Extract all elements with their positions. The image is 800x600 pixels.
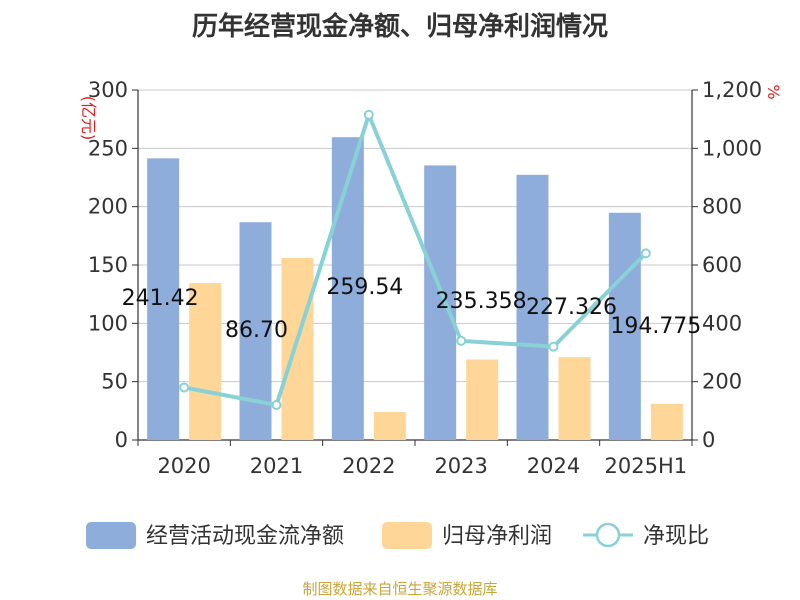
axes: 0 50 100 150 200 250 300 0 200 400 600 800 1,000 1,20…: [79, 78, 783, 478]
right-tick-label: 1,200: [702, 78, 762, 102]
bar-net-profit: [281, 258, 314, 440]
left-tick-label: 50: [101, 370, 128, 394]
source-note: 制图数据来自恒生聚源数据库: [302, 580, 498, 598]
gridlines: [138, 89, 692, 383]
x-tick-label: 2024: [527, 454, 580, 478]
legend-label: 归母净利润: [442, 524, 552, 549]
right-tick-label: 1,000: [702, 136, 762, 160]
x-tick-label: 2023: [434, 454, 487, 478]
data-label: 194.775: [610, 314, 701, 339]
x-tick-label: 2022: [342, 454, 395, 478]
data-label: 227.326: [526, 295, 617, 320]
bar-net-profit: [650, 403, 683, 440]
right-tick-label: 600: [702, 253, 742, 277]
x-tick-label: 2021: [250, 454, 303, 478]
ratio-line: [179, 109, 651, 410]
bars: [147, 137, 683, 441]
data-label: 86.70: [225, 318, 288, 343]
bar-operating-cash-flow: [424, 165, 457, 441]
legend-swatch: [86, 522, 136, 549]
legend-swatch: [382, 522, 432, 549]
left-unit-label: (亿元): [79, 96, 98, 141]
bar-operating-cash-flow: [147, 158, 180, 441]
data-label: 259.54: [326, 275, 403, 300]
left-tick-label: 300: [88, 78, 128, 102]
ratio-line-path: [183, 112, 648, 407]
ratio-point: [363, 109, 374, 120]
ratio-point: [548, 341, 559, 352]
left-tick-label: 250: [88, 136, 128, 160]
right-tick-label: 800: [702, 195, 742, 219]
bar-net-profit: [466, 359, 499, 440]
right-tick-label: 0: [702, 428, 715, 452]
legend-label: 净现比: [643, 524, 709, 549]
left-tick-label: 100: [88, 311, 128, 335]
left-tick-label: 0: [115, 428, 128, 452]
chart-title: 历年经营现金净额、归母净利润情况: [191, 12, 608, 42]
left-tick-label: 150: [88, 253, 128, 277]
x-tick-label: 2020: [157, 454, 210, 478]
bar-net-profit: [189, 283, 222, 440]
ratio-point: [640, 248, 651, 259]
bar-net-profit: [373, 412, 406, 440]
ratio-point: [456, 335, 467, 346]
x-tick-label: 2025H1: [605, 454, 688, 478]
legend-marker: [595, 522, 621, 548]
right-tick-label: 400: [702, 311, 742, 335]
data-label: 235.358: [436, 289, 527, 314]
data-label: 241.42: [122, 286, 199, 311]
right-unit-label: %: [764, 84, 783, 99]
left-tick-label: 200: [88, 195, 128, 219]
bar-operating-cash-flow: [331, 137, 364, 440]
legend: 经营活动现金流净额 归母净利润 净现比: [86, 522, 709, 549]
ratio-point: [179, 382, 190, 393]
legend-label: 经营活动现金流净额: [146, 524, 344, 549]
bar-net-profit: [558, 357, 591, 440]
bar-operating-cash-flow: [608, 212, 641, 440]
ratio-point: [271, 400, 282, 410]
right-tick-label: 200: [702, 370, 742, 394]
bar-operating-cash-flow: [516, 174, 549, 441]
